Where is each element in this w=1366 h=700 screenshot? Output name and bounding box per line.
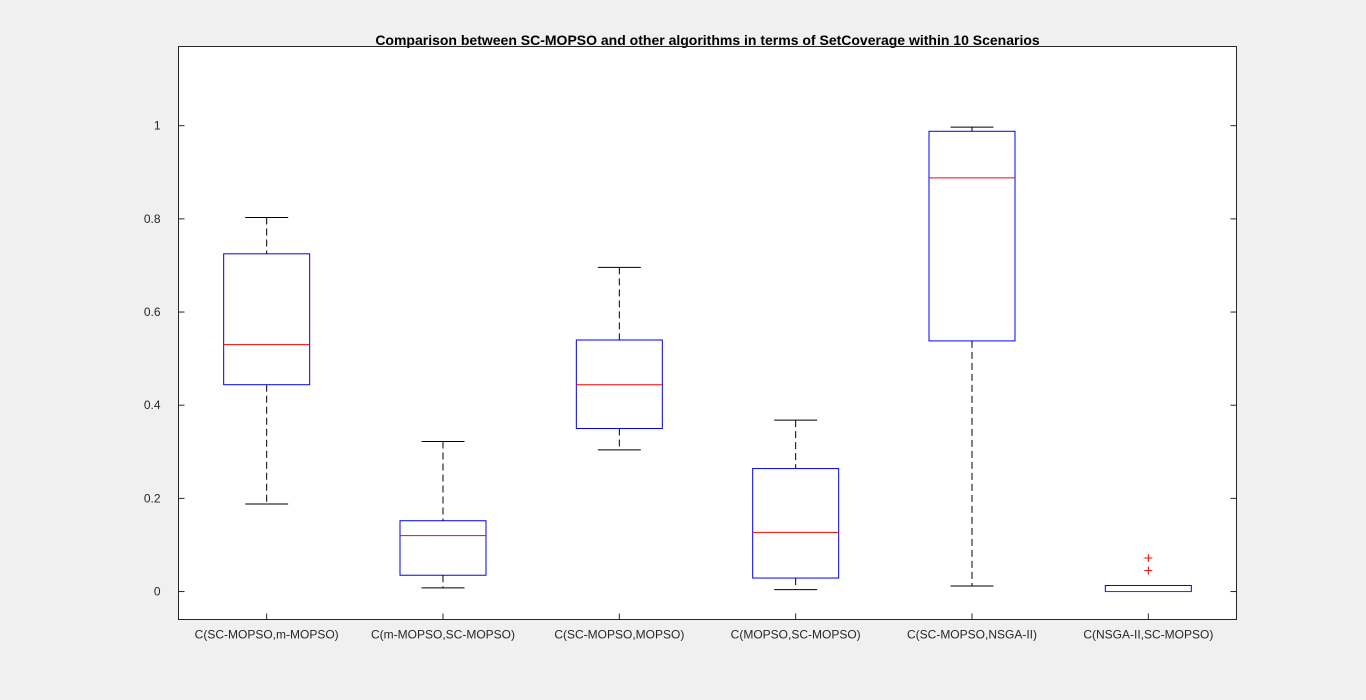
y-tick-label: 0.8 bbox=[144, 212, 161, 226]
y-tick-label: 0.6 bbox=[144, 305, 161, 319]
x-tick-label: C(NSGA-II,SC-MOPSO) bbox=[1083, 628, 1213, 642]
y-tick-label: 0.4 bbox=[144, 398, 161, 412]
x-tick-label: C(SC-MOPSO,NSGA-II) bbox=[907, 628, 1037, 642]
iqr-box bbox=[399, 520, 487, 576]
chart-title: Comparison between SC-MOPSO and other al… bbox=[375, 32, 1040, 48]
axes-background bbox=[178, 46, 1237, 620]
y-tick-label: 0 bbox=[154, 585, 161, 599]
iqr-box bbox=[928, 130, 1016, 342]
y-tick-label: 1 bbox=[154, 119, 161, 133]
outlier-marker bbox=[1144, 566, 1153, 575]
x-tick-label: C(SC-MOPSO,MOPSO) bbox=[554, 628, 684, 642]
iqr-box bbox=[223, 253, 311, 386]
axes-frame bbox=[178, 46, 1237, 620]
x-tick-label: C(MOPSO,SC-MOPSO) bbox=[731, 628, 861, 642]
plot-layer: 0 0.2 0.4 0.6 0.8 1 C(SC-MOPSO,m-MOPSO) C(m-MOP… bbox=[144, 119, 1237, 642]
outlier-marker bbox=[1144, 554, 1153, 563]
y-tick-label: 0.2 bbox=[144, 491, 161, 505]
x-tick-label: C(m-MOPSO,SC-MOPSO) bbox=[371, 628, 515, 642]
iqr-box bbox=[752, 468, 840, 579]
x-tick-label: C(SC-MOPSO,m-MOPSO) bbox=[195, 628, 339, 642]
